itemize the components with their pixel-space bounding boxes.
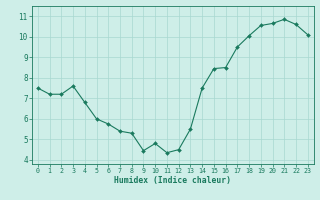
X-axis label: Humidex (Indice chaleur): Humidex (Indice chaleur) (114, 176, 231, 185)
